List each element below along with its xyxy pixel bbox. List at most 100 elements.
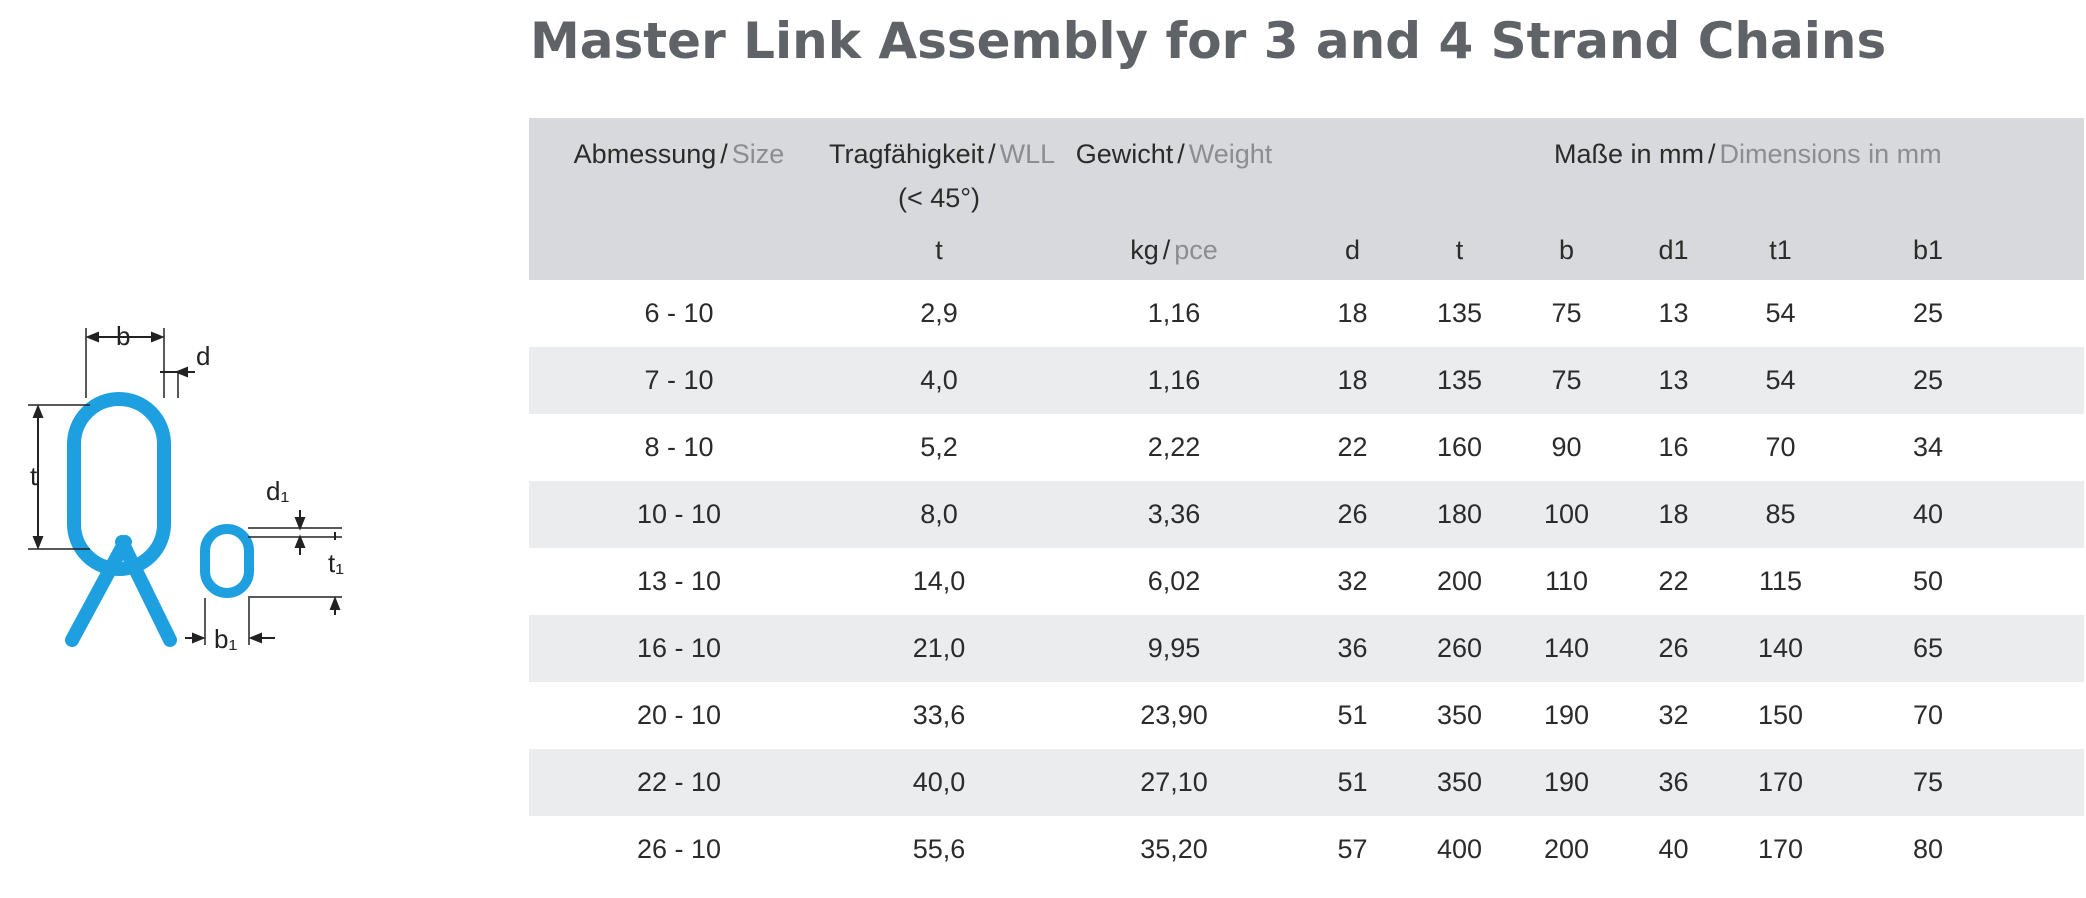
- specification-table: Abmessung / Size Tragfähigkeit / WLL (< 45°) …: [529, 118, 2085, 883]
- cell-size: 16 - 10: [529, 615, 829, 682]
- cell-wll: 33,6: [912, 700, 966, 730]
- cell-d1: 22: [1658, 566, 1689, 596]
- cell-d: 32: [1337, 566, 1368, 596]
- dim-label-t1: t₁: [328, 548, 344, 578]
- cell-b1: 40: [1834, 481, 2085, 548]
- dim-label-d: d: [196, 341, 210, 371]
- cell-wll: 21,0: [829, 615, 1049, 682]
- cell-t: 260: [1406, 615, 1513, 682]
- master-link-diagram: b d t d₁ t₁ b₁: [28, 321, 344, 654]
- cell-t: 160: [1436, 432, 1483, 462]
- cell-wll: 5,2: [920, 432, 958, 462]
- cell-t1: 85: [1727, 481, 1834, 548]
- header-weight: Gewicht / Weight: [1049, 118, 1299, 220]
- page-title: Master Link Assembly for 3 and 4 Strand …: [530, 12, 1887, 70]
- cell-size: 7 - 10: [529, 347, 829, 414]
- cell-wll: 4,0: [829, 347, 1049, 414]
- dim-label-d1: d₁: [266, 476, 289, 506]
- table-row: 22 - 10 40,0 27,10 51 350 190 36 170 75: [529, 749, 2085, 816]
- cell-size: 13 - 10: [636, 566, 722, 596]
- cell-size: 8 - 10: [644, 432, 714, 462]
- header-row: Abmessung / Size Tragfähigkeit / WLL (< 45°) …: [529, 118, 2085, 220]
- table-row: 20 - 10 33,6 23,90 51 350 190 32 150 70: [529, 682, 2084, 749]
- cell-d1: 13: [1620, 347, 1727, 414]
- dim-label-b: b: [116, 321, 130, 351]
- table-row: 16 - 10 21,0 9,95 36 260 140 26 140 65: [529, 615, 2085, 682]
- cell-size: 10 - 10: [529, 481, 829, 548]
- cell-t1: 170: [1727, 749, 1834, 816]
- cell-b1: 50: [1913, 566, 1944, 596]
- cell-t1: 170: [1757, 834, 1804, 864]
- table-row: 6 - 10 2,9 1,16 18 135 75 13 54 25: [529, 280, 2084, 347]
- unit-b: b: [1513, 220, 1620, 280]
- cell-d1: 26: [1620, 615, 1727, 682]
- intermediate-link-shape: [200, 524, 254, 598]
- cell-t: 350: [1406, 749, 1513, 816]
- cell-d: 22: [1337, 432, 1368, 462]
- unit-t1: t1: [1727, 220, 1834, 280]
- cell-d: 18: [1299, 347, 1406, 414]
- cell-t1: 54: [1765, 298, 1796, 328]
- cell-wll: 2,9: [920, 298, 958, 328]
- cell-weight: 27,10: [1049, 749, 1299, 816]
- table-row: 8 - 10 5,2 2,22 22 160 90 16 70 34: [529, 414, 2084, 481]
- table-row: 13 - 10 14,0 6,02 32 200 110 22 115 50: [529, 548, 2084, 615]
- cell-d: 51: [1299, 749, 1406, 816]
- units-row: t kg / pce d t b d1 t1 b1: [529, 220, 2085, 280]
- cell-b1: 80: [1913, 834, 1944, 864]
- cell-b: 100: [1513, 481, 1620, 548]
- unit-t: t: [1406, 220, 1513, 280]
- cell-b1: 25: [1913, 298, 1944, 328]
- cell-weight: 6,02: [1147, 566, 1201, 596]
- cell-size: 22 - 10: [529, 749, 829, 816]
- cell-t: 200: [1436, 566, 1483, 596]
- unit-size: [529, 220, 829, 280]
- header-dimensions: Maße in mm / Dimensions in mm: [1299, 118, 2085, 220]
- cell-b1: 65: [1834, 615, 2085, 682]
- cell-d: 26: [1299, 481, 1406, 548]
- header-size: Abmessung / Size: [529, 118, 829, 220]
- cell-size: 20 - 10: [636, 700, 722, 730]
- sub-link-left: [65, 535, 132, 647]
- cell-t1: 140: [1727, 615, 1834, 682]
- cell-wll: 40,0: [829, 749, 1049, 816]
- dim-label-t: t: [30, 461, 38, 491]
- sub-link-right: [115, 535, 177, 647]
- master-link-shape: [67, 392, 171, 576]
- header-wll: Tragfähigkeit / WLL (< 45°): [829, 118, 1055, 220]
- cell-t: 135: [1436, 298, 1483, 328]
- cell-b1: 25: [1834, 347, 2085, 414]
- cell-b: 75: [1551, 298, 1582, 328]
- unit-weight: kg / pce: [1049, 220, 1299, 280]
- table-row: 7 - 10 4,0 1,16 18 135 75 13 54 25: [529, 347, 2085, 414]
- cell-weight: 35,20: [1140, 834, 1208, 864]
- dim-label-b1: b₁: [214, 624, 237, 654]
- cell-b: 90: [1551, 432, 1582, 462]
- cell-b1: 75: [1834, 749, 2085, 816]
- cell-d: 57: [1337, 834, 1368, 864]
- unit-d: d: [1299, 220, 1406, 280]
- cell-b1: 70: [1913, 700, 1944, 730]
- unit-wll: t: [829, 220, 1049, 280]
- table-row: 26 - 10 55,6 35,20 57 400 200 40 170 80: [529, 816, 2084, 883]
- cell-d: 36: [1299, 615, 1406, 682]
- cell-t1: 54: [1727, 347, 1834, 414]
- cell-t1: 70: [1765, 432, 1796, 462]
- cell-d1: 18: [1620, 481, 1727, 548]
- cell-b: 200: [1543, 834, 1590, 864]
- cell-b: 75: [1513, 347, 1620, 414]
- cell-d1: 40: [1658, 834, 1689, 864]
- cell-d: 18: [1337, 298, 1368, 328]
- cell-weight: 3,36: [1049, 481, 1299, 548]
- cell-weight: 1,16: [1049, 347, 1299, 414]
- cell-t1: 115: [1758, 566, 1803, 596]
- cell-weight: 1,16: [1147, 298, 1201, 328]
- cell-d1: 16: [1658, 432, 1689, 462]
- cell-t1: 150: [1757, 700, 1804, 730]
- cell-d: 51: [1337, 700, 1368, 730]
- cell-wll: 14,0: [912, 566, 966, 596]
- table-row: 10 - 10 8,0 3,36 26 180 100 18 85 40: [529, 481, 2085, 548]
- cell-weight: 9,95: [1049, 615, 1299, 682]
- cell-d1: 36: [1620, 749, 1727, 816]
- cell-d1: 32: [1658, 700, 1689, 730]
